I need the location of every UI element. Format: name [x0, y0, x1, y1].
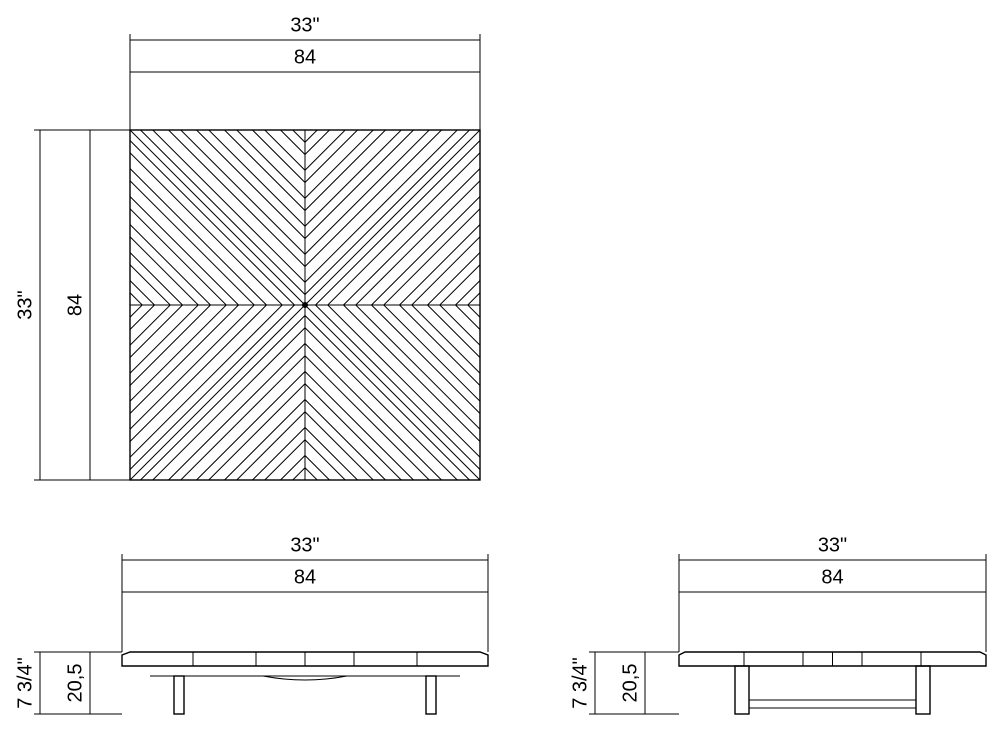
front-view: 33" 84 7 3/4" 20,5 [14, 534, 488, 714]
top-view: 33" 84 33" 84 [14, 14, 480, 480]
svg-text:84: 84 [294, 46, 316, 68]
svg-text:7 3/4": 7 3/4" [14, 657, 36, 709]
svg-text:20,5: 20,5 [619, 664, 641, 703]
svg-text:84: 84 [64, 294, 86, 316]
svg-text:33": 33" [290, 534, 319, 556]
svg-text:20,5: 20,5 [64, 664, 86, 703]
side-view: 33" 84 7 3/4" 20,5 [569, 534, 986, 714]
svg-text:33": 33" [14, 290, 36, 319]
svg-text:84: 84 [821, 566, 843, 588]
svg-text:84: 84 [294, 566, 316, 588]
svg-text:7 3/4": 7 3/4" [569, 657, 591, 709]
svg-text:33": 33" [818, 534, 847, 556]
svg-text:33": 33" [290, 14, 319, 36]
